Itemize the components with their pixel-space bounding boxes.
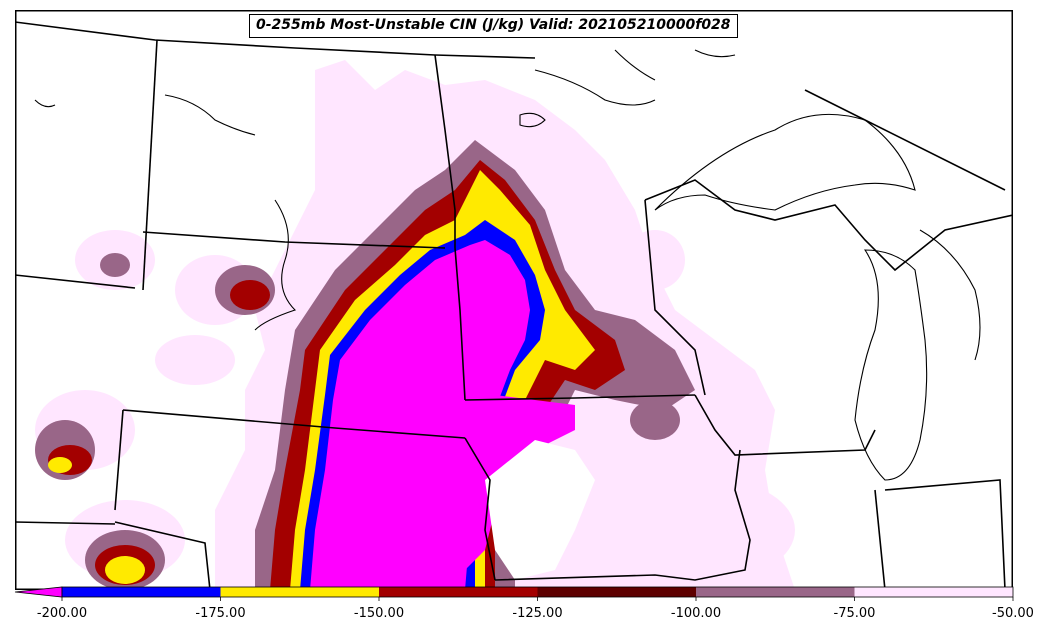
colorbar-tick-label: -50.00 [992, 606, 1034, 621]
colorbar-bin-2 [379, 587, 538, 597]
colorbar-tick-label: -75.00 [834, 606, 876, 621]
map-title: 0-255mb Most-Unstable CIN (J/kg) Valid: … [249, 14, 738, 38]
colorbar-bin-3 [537, 587, 696, 597]
colorbar-bin-5 [854, 587, 1013, 597]
clear-areas [485, 440, 595, 580]
colorbar-tick-label: -150.00 [354, 606, 404, 621]
colorbar-tick-label: -125.00 [512, 606, 562, 621]
colorbar-tick-label: -200.00 [37, 606, 87, 621]
colorbar-bins [14, 586, 1014, 598]
colorbar-tick-label: -100.00 [671, 606, 721, 621]
colorbar-bin-0 [62, 587, 221, 597]
state-borders [15, 21, 1013, 590]
colorbar-extend-min [14, 586, 63, 598]
cin-map [15, 10, 1013, 590]
colorbar-tick-label: -175.00 [195, 606, 245, 621]
colorbar-ticks: -200.00 -175.00 -150.00 -125.00 -100.00 -75.0… [37, 597, 1034, 621]
colorbar: -200.00 -175.00 -150.00 -125.00 -100.00 -75.0… [14, 586, 1034, 621]
colorbar-bin-1 [220, 587, 379, 597]
lake-shorelines [34, 49, 981, 481]
colorbar-bin-4 [696, 587, 855, 597]
